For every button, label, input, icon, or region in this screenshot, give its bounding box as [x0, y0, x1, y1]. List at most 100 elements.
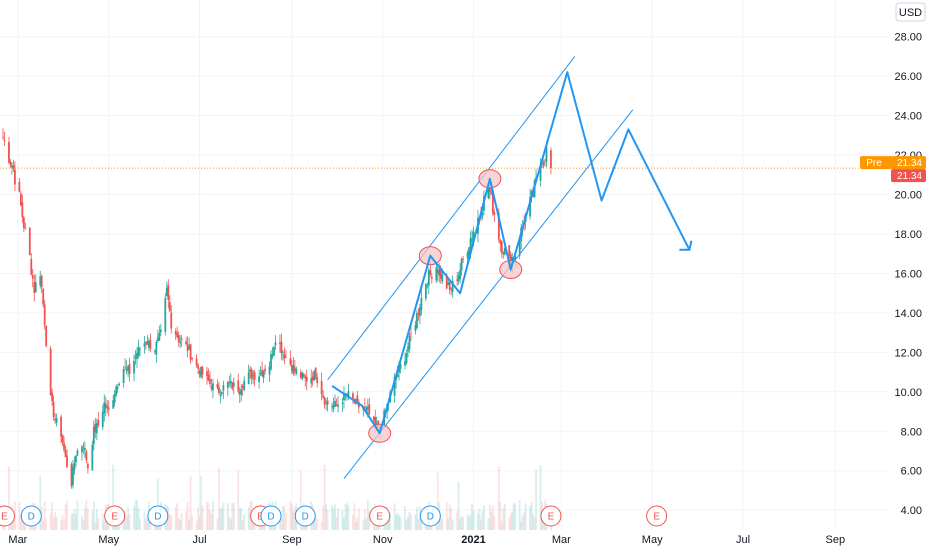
badge-label: E: [653, 512, 660, 523]
earnings-badge[interactable]: E: [540, 505, 562, 527]
currency-box[interactable]: [895, 2, 926, 22]
volume-bar: [356, 517, 359, 530]
candle-body: [419, 307, 421, 317]
volume-bar: [487, 518, 490, 530]
volume-bar: [83, 507, 86, 530]
volume-bar: [212, 500, 214, 530]
volume-bar: [490, 511, 493, 530]
badge-label: D: [154, 512, 161, 523]
price-label-value: 21.34: [897, 158, 922, 169]
candle-body: [22, 217, 25, 228]
earnings-badge[interactable]: E: [646, 505, 668, 527]
candle-body: [200, 366, 202, 378]
volume-bar: [408, 512, 411, 530]
candle-body: [153, 350, 156, 352]
badge-circle: [147, 505, 169, 527]
volume-bar: [209, 510, 211, 530]
volume-bar: [43, 501, 46, 530]
volume-bar: [54, 511, 57, 530]
candle-body: [365, 407, 368, 411]
volume-bar: [493, 516, 496, 530]
volume-bar: [419, 506, 421, 530]
x-tick-label: Jul: [736, 534, 750, 546]
candle-body: [426, 285, 429, 287]
candle-body: [30, 258, 33, 275]
y-tick-label: 14.00: [894, 308, 922, 320]
candle-body: [145, 341, 147, 344]
candle-body: [232, 382, 235, 387]
volume-bar: [220, 506, 223, 530]
volume-bar: [313, 517, 316, 530]
y-tick-label: 20.00: [894, 190, 922, 202]
volume-bar: [503, 503, 506, 530]
volume-bar: [91, 511, 94, 530]
candle-body: [133, 360, 135, 374]
candle-body: [274, 342, 277, 346]
dividend-badge[interactable]: D: [260, 505, 282, 527]
volume-bar: [82, 519, 85, 530]
volume-bar: [232, 503, 235, 530]
volume-bar: [535, 470, 537, 530]
volume-bar: [334, 504, 336, 530]
volume-bar: [168, 514, 171, 530]
candle-body: [243, 380, 246, 391]
volume-bar: [497, 465, 500, 530]
candle-body: [55, 417, 58, 423]
candle-body: [503, 248, 506, 255]
dividend-badge[interactable]: D: [419, 505, 441, 527]
candle-body: [247, 372, 250, 384]
candle-body: [438, 269, 441, 276]
volume-bar: [322, 506, 325, 530]
volume-bar: [283, 505, 286, 530]
volume-bar: [101, 513, 104, 530]
volume-bar: [520, 521, 523, 530]
pre-market-label: Pre 21.34: [860, 156, 926, 170]
candle-body: [334, 400, 336, 407]
earnings-badge[interactable]: E: [369, 505, 391, 527]
candle-body: [490, 192, 493, 195]
volume-bar: [240, 508, 243, 530]
drawings[interactable]: [327, 56, 693, 479]
volume-bar: [480, 519, 482, 530]
volume-bar: [393, 503, 396, 530]
earnings-badge[interactable]: E: [0, 505, 15, 527]
price-label-bg: [891, 169, 926, 183]
candle-body: [127, 366, 129, 372]
candle-body: [18, 181, 21, 192]
dividend-badge[interactable]: D: [20, 505, 42, 527]
volume-bar: [252, 521, 255, 530]
earnings-badge[interactable]: E: [104, 505, 126, 527]
candle-body: [310, 378, 313, 384]
candle-body: [19, 193, 22, 206]
volume-bar: [354, 521, 357, 530]
volume-bar: [76, 500, 79, 530]
candle-body: [164, 297, 167, 332]
dividend-badge[interactable]: D: [294, 505, 316, 527]
volume-bar: [530, 501, 533, 530]
candle-body: [469, 238, 472, 251]
candle-body: [285, 356, 287, 358]
candle-body: [451, 280, 454, 292]
volume-bar: [395, 514, 397, 530]
candle-body: [228, 382, 231, 384]
dividend-badge[interactable]: D: [147, 505, 169, 527]
candle-body: [427, 270, 430, 286]
volume-bar: [139, 519, 141, 530]
candle-body: [14, 169, 16, 185]
candle-body: [450, 288, 453, 290]
candle-body: [456, 279, 459, 281]
x-tick-label: May: [642, 534, 663, 546]
candle-body: [112, 400, 115, 409]
candle-body: [304, 376, 307, 379]
candle-body: [268, 366, 271, 375]
candle-body: [250, 369, 253, 380]
time-axis[interactable]: Mar May Jul Sep Nov 2021 Mar May Jul Sep: [8, 534, 845, 546]
candles: [2, 128, 552, 489]
x-tick-label: Mar: [552, 534, 571, 546]
volume-bar: [289, 501, 292, 530]
projection-path: [331, 71, 691, 435]
volume-bar: [353, 502, 356, 530]
price-axis[interactable]: USD 28.0026.0024.0022.0020.0018.0016.001…: [894, 2, 926, 517]
volume-bar: [292, 511, 295, 530]
